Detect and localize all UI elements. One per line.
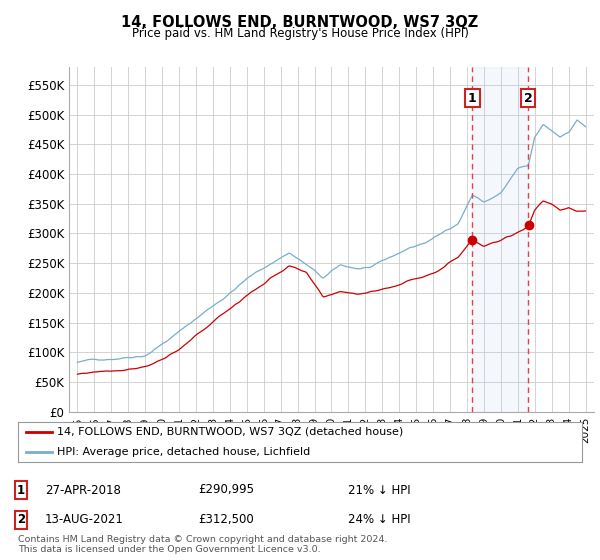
- Text: Price paid vs. HM Land Registry's House Price Index (HPI): Price paid vs. HM Land Registry's House …: [131, 27, 469, 40]
- Text: 13-AUG-2021: 13-AUG-2021: [45, 513, 124, 526]
- Text: £312,500: £312,500: [198, 513, 254, 526]
- Bar: [472, 67, 528, 412]
- Text: 21% ↓ HPI: 21% ↓ HPI: [348, 483, 410, 497]
- Text: 14, FOLLOWS END, BURNTWOOD, WS7 3QZ (detached house): 14, FOLLOWS END, BURNTWOOD, WS7 3QZ (det…: [58, 427, 404, 437]
- Text: 2: 2: [524, 92, 533, 105]
- Text: 27-APR-2018: 27-APR-2018: [45, 483, 121, 497]
- Text: 14, FOLLOWS END, BURNTWOOD, WS7 3QZ: 14, FOLLOWS END, BURNTWOOD, WS7 3QZ: [121, 15, 479, 30]
- Text: £290,995: £290,995: [198, 483, 254, 497]
- Text: Contains HM Land Registry data © Crown copyright and database right 2024.
This d: Contains HM Land Registry data © Crown c…: [18, 535, 388, 554]
- Text: 24% ↓ HPI: 24% ↓ HPI: [348, 513, 410, 526]
- Text: 1: 1: [468, 92, 477, 105]
- Text: 2: 2: [17, 513, 25, 526]
- Text: 1: 1: [17, 483, 25, 497]
- Text: HPI: Average price, detached house, Lichfield: HPI: Average price, detached house, Lich…: [58, 447, 311, 457]
